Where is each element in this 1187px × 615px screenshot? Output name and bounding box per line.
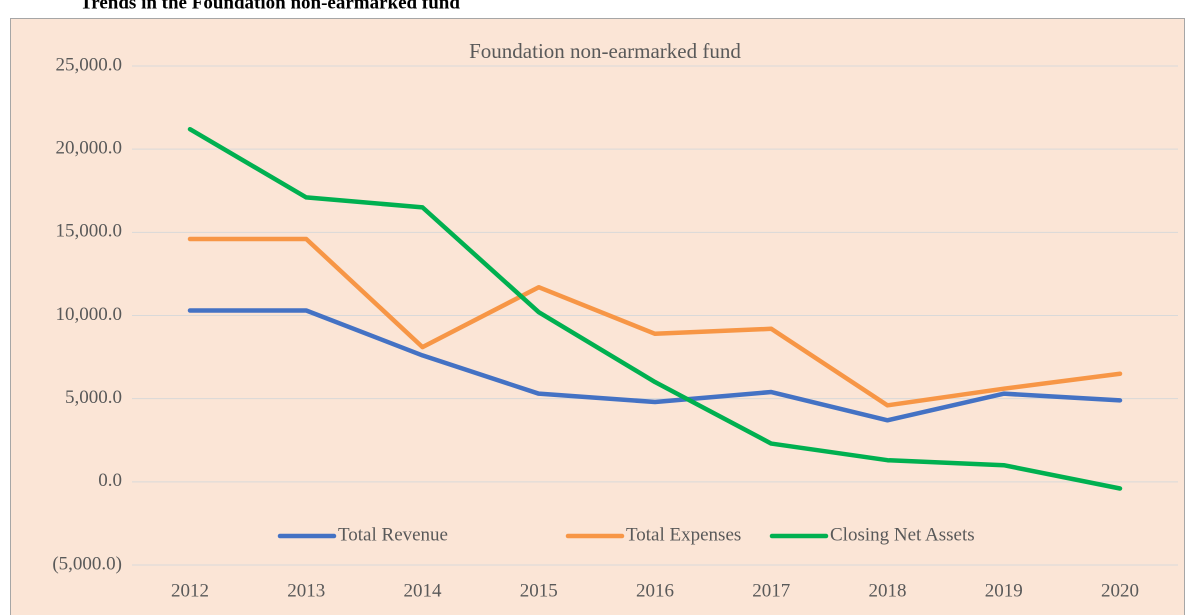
x-tick-label: 2015 (520, 580, 558, 601)
y-tick-label: 5,000.0 (65, 387, 122, 408)
x-tick-label: 2020 (1101, 580, 1139, 601)
series-line (187, 308, 1123, 423)
y-tick-label: (5,000.0) (52, 553, 122, 574)
x-tick-label: 2016 (636, 580, 674, 601)
y-tick-label: 25,000.0 (56, 54, 123, 75)
legend-label: Total Revenue (338, 524, 448, 545)
legend-label: Closing Net Assets (830, 524, 975, 545)
chart-title: Foundation non-earmarked fund (469, 39, 741, 63)
x-tick-label: 2013 (287, 580, 325, 601)
heading: Trends in the Foundation non-earmarked f… (80, 0, 460, 13)
legend-label: Total Expenses (626, 524, 741, 545)
series-line (187, 236, 1123, 408)
y-tick-label: 20,000.0 (56, 138, 123, 159)
x-tick-label: 2014 (404, 580, 443, 601)
x-tick-label: 2017 (752, 580, 790, 601)
y-tick-label: 15,000.0 (56, 221, 123, 242)
x-tick-label: 2012 (171, 580, 209, 601)
y-tick-label: 10,000.0 (56, 304, 123, 325)
y-tick-label: 0.0 (98, 470, 122, 491)
chart-area (10, 18, 1185, 615)
series-line (187, 126, 1123, 491)
x-tick-label: 2019 (985, 580, 1023, 601)
x-tick-label: 2018 (869, 580, 907, 601)
